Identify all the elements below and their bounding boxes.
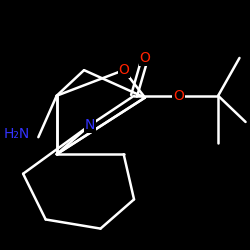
Text: O: O [118,63,129,77]
Text: O: O [140,51,150,65]
Text: N: N [85,118,95,132]
Text: H₂N: H₂N [4,127,30,141]
Text: O: O [173,89,184,103]
